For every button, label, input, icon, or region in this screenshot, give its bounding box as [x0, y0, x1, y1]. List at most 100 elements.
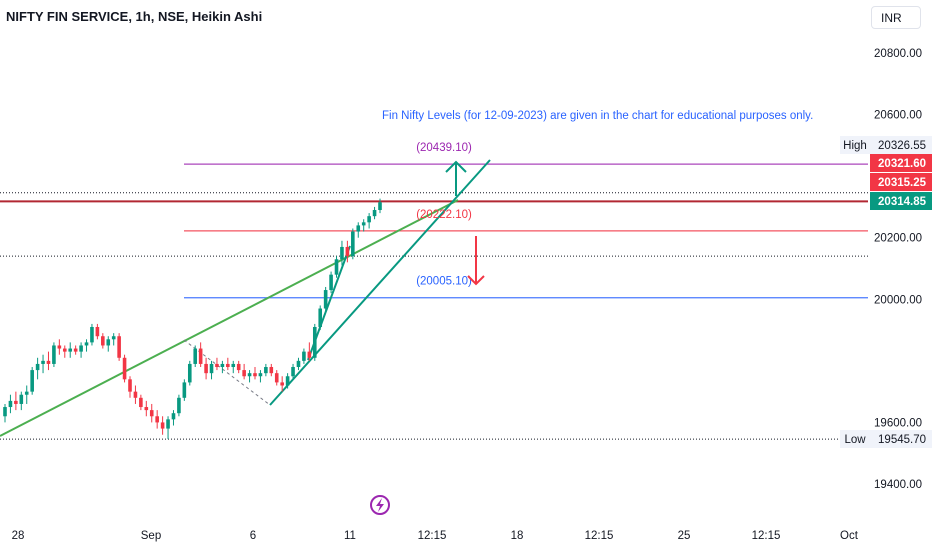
candle-body [302, 351, 306, 361]
low-label-bg [840, 430, 870, 448]
candle-body [160, 422, 165, 429]
candle-body [14, 400, 18, 404]
candle [351, 228, 355, 260]
candle-body [236, 363, 241, 371]
candle-body [247, 373, 252, 377]
price-tag-1-text: 20321.60 [878, 158, 926, 170]
candle-body [35, 363, 40, 371]
candle [231, 360, 236, 374]
candle [274, 370, 279, 386]
candle [253, 367, 257, 380]
candle [242, 363, 246, 380]
candle-body [73, 348, 78, 352]
arrow-up-icon [445, 160, 467, 196]
level-label-1: (20439.10) [416, 142, 472, 154]
candle [35, 357, 40, 380]
x-tick-label: 6 [250, 530, 256, 542]
candle [220, 360, 225, 374]
candle [90, 323, 94, 346]
candle-body [144, 407, 149, 411]
candle [111, 333, 116, 346]
time-axis-bg [0, 525, 932, 550]
price-tag-last-bg [870, 192, 932, 210]
candle-body [361, 222, 366, 226]
candle-body [329, 274, 333, 291]
candle [285, 373, 290, 389]
candle-body [52, 345, 56, 364]
candle-body [345, 246, 350, 257]
candle-body [318, 308, 323, 327]
price-tag-2: 20315.25 [870, 173, 932, 191]
candle-body [291, 367, 295, 377]
candle [307, 342, 312, 361]
high-label: High [843, 140, 867, 152]
x-tick-label: 12:15 [752, 530, 781, 542]
candle [247, 370, 252, 383]
candle [8, 394, 13, 414]
candle [106, 336, 111, 352]
x-tick-label: 12:15 [418, 530, 447, 542]
candle-body [101, 336, 105, 346]
high-value-tag-bg [870, 136, 932, 154]
candle [193, 345, 198, 368]
candle-body [8, 400, 13, 408]
candle-body [226, 363, 230, 368]
candle-body [187, 363, 192, 383]
candle [204, 357, 208, 380]
trendline-long [0, 199, 459, 437]
chart-annotation: Fin Nifty Levels (for 12-09-2023) are gi… [382, 110, 814, 122]
low-value-tag: 19545.70 [870, 430, 932, 448]
candle [280, 376, 284, 392]
candle [318, 305, 323, 331]
candle-body [24, 391, 29, 395]
high-label-bg [840, 136, 870, 154]
candle-body [19, 394, 24, 404]
candle [312, 323, 317, 361]
candle [14, 391, 18, 411]
candle-body [274, 373, 279, 383]
candle [160, 416, 165, 435]
candle [198, 342, 203, 368]
candle-body [46, 360, 51, 364]
candle [334, 256, 339, 278]
candle-body [372, 210, 377, 217]
candle-body [280, 382, 284, 386]
candle-body [258, 373, 263, 377]
candle [323, 286, 328, 312]
candle [236, 360, 241, 374]
x-tick-label: 12:15 [585, 530, 614, 542]
candle [52, 342, 56, 368]
candle [226, 357, 230, 371]
candle [187, 360, 192, 386]
candle-body [95, 326, 100, 337]
candle [68, 342, 73, 358]
candle [73, 345, 78, 355]
candle-body [155, 416, 159, 423]
candle-body [62, 348, 67, 352]
candle [79, 342, 83, 358]
candle-body [171, 413, 176, 420]
candle [155, 410, 159, 429]
candle-body [57, 345, 62, 349]
currency-selector[interactable]: INR [871, 6, 921, 29]
price-tag-1-bg [870, 154, 932, 172]
candle [117, 333, 121, 361]
candle-body [367, 216, 371, 223]
level-label-3: (20005.10) [416, 276, 472, 288]
lightning-bolt-icon[interactable] [370, 495, 390, 515]
candle-body [166, 419, 170, 429]
x-tick-label: 28 [12, 530, 25, 542]
candle [291, 363, 295, 380]
candle-body [242, 370, 246, 377]
candle-body [209, 363, 214, 374]
y-tick-label: 19400.00 [874, 479, 922, 491]
chart-title: NIFTY FIN SERVICE, 1h, NSE, Heikin Ashi [6, 9, 263, 24]
candle-body [84, 342, 89, 346]
candle-body [139, 397, 143, 408]
candle-body [149, 410, 154, 417]
candle-body [220, 363, 225, 368]
candle-body [3, 407, 7, 417]
candle-body [79, 345, 83, 352]
candle [84, 339, 89, 352]
